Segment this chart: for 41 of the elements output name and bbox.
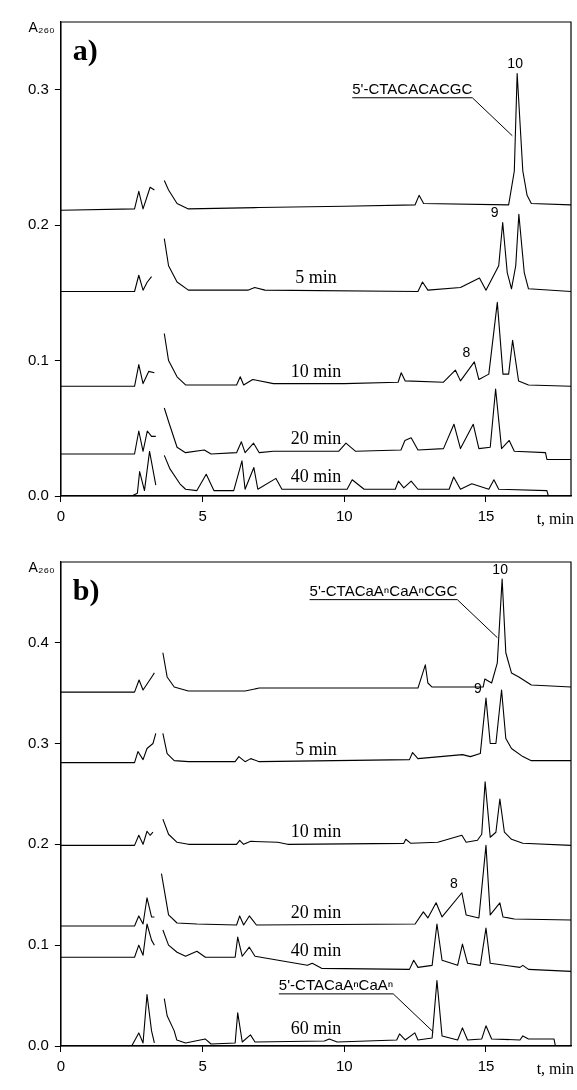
x-tick-label: 15 xyxy=(477,1057,495,1075)
y-tick-label: 0.3 xyxy=(27,79,49,97)
annotation: 5'-CTACaAⁿCaAⁿ xyxy=(278,975,394,993)
x-tick-label: 10 xyxy=(335,1057,353,1075)
x-tick-label: 0 xyxy=(56,1057,66,1075)
y-tick-label: 0.3 xyxy=(27,733,49,751)
x-tick-label: 5 xyxy=(198,1057,207,1075)
series-label: 40 min xyxy=(290,940,342,961)
x-tick-label: 0 xyxy=(56,507,66,525)
annotation: 8 xyxy=(462,343,471,360)
series-label: 20 min xyxy=(290,428,342,449)
y-tick-label: 0.1 xyxy=(27,935,49,953)
annotation: 10 xyxy=(507,55,524,72)
series-label: 60 min xyxy=(290,1017,342,1038)
annotation: 9 xyxy=(490,204,499,221)
annotation: 9 xyxy=(474,680,483,697)
y-tick-label: 0.0 xyxy=(27,1036,49,1054)
annotation: 5'-CTACaAⁿCaAⁿCGC xyxy=(309,581,458,599)
y-axis-title: A₂₆₀ xyxy=(28,559,56,575)
annotation: 8 xyxy=(449,874,458,891)
chart-title: a) xyxy=(72,33,98,67)
series-label: 10 min xyxy=(290,821,342,842)
annotation: 5'-CTACACACGC xyxy=(352,79,473,97)
x-tick-label: 10 xyxy=(335,507,353,525)
x-axis-title: t, min xyxy=(536,1060,574,1078)
annotation: 10 xyxy=(492,561,509,578)
series-label: 10 min xyxy=(290,360,342,381)
y-tick-label: 0.4 xyxy=(27,632,49,650)
series-label: 20 min xyxy=(290,902,342,922)
series-label: 40 min xyxy=(290,466,342,487)
chart-title: b) xyxy=(72,573,100,607)
y-tick-label: 0.2 xyxy=(27,215,49,233)
y-axis-title: A₂₆₀ xyxy=(28,19,56,35)
y-tick-label: 0.1 xyxy=(27,350,49,368)
series-label: 5 min xyxy=(295,267,337,288)
x-tick-label: 5 xyxy=(198,507,207,525)
series-label: 5 min xyxy=(295,738,337,759)
y-tick-label: 0.2 xyxy=(27,834,49,852)
y-tick-label: 0.0 xyxy=(27,486,49,504)
x-axis-title: t, min xyxy=(536,510,574,528)
x-tick-label: 15 xyxy=(477,507,495,525)
